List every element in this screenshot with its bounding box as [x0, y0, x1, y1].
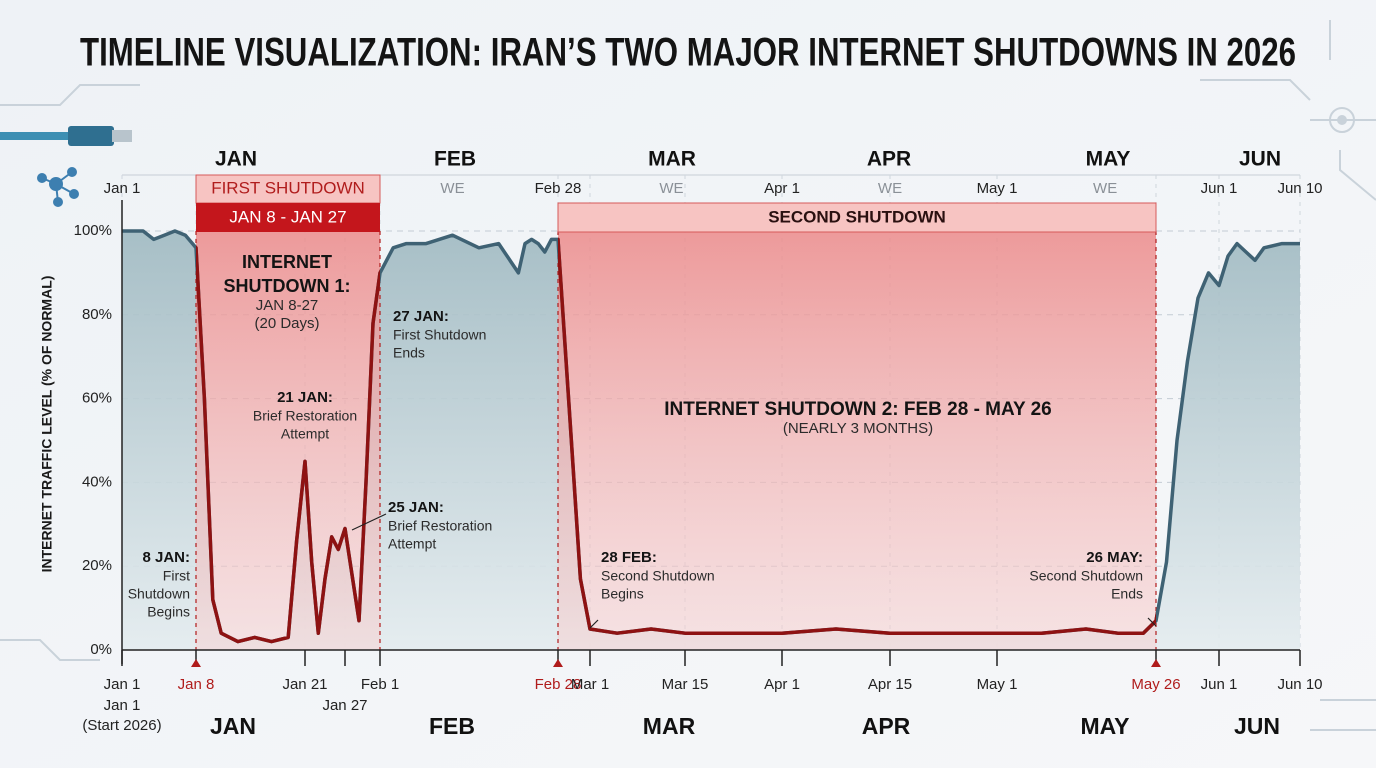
annotation-title: 21 JAN: [277, 389, 333, 406]
annotation-title: INTERNET [242, 252, 332, 272]
y-tick-label: 20% [82, 557, 112, 574]
month-label-top: JUN [1239, 148, 1281, 171]
shutdown-band [196, 231, 380, 650]
annotation-connector [1147, 617, 1157, 627]
annotation-text: Brief Restoration [388, 518, 492, 534]
month-label-bottom: JUN [1234, 713, 1280, 739]
annotation-text: Begins [147, 604, 190, 620]
annotation-title: 26 MAY: [1086, 549, 1143, 566]
band-title: FIRST SHUTDOWN [211, 178, 365, 197]
annotation-title: INTERNET SHUTDOWN 2: FEB 28 - MAY 26 [664, 399, 1051, 420]
annotation-text: JAN 8-27 [256, 297, 319, 314]
tick-marker [1151, 659, 1161, 667]
x-tick-label: Jan 21 [282, 676, 327, 693]
annotation-title: 8 JAN: [142, 549, 190, 566]
annotation-text: Begins [601, 586, 644, 602]
top-tick-label: Feb 28 [535, 180, 582, 197]
annotation-title: SHUTDOWN 1: [224, 276, 351, 296]
month-label-bottom: MAY [1081, 713, 1130, 739]
annotation-text: Second Shutdown [601, 568, 715, 584]
annotation-text: Ends [1111, 586, 1143, 602]
x-tick-label: May 26 [1131, 676, 1180, 693]
top-tick-label: Jun 1 [1201, 180, 1238, 197]
top-tick-label: WE [659, 180, 683, 197]
band-dates: JAN 8 - JAN 27 [229, 207, 346, 226]
shutdown-band [558, 231, 1156, 650]
x-tick-label: Jan 1 [104, 676, 141, 693]
x-tick-label: May 1 [977, 676, 1018, 693]
month-label-top: MAY [1086, 148, 1131, 171]
x-tick-label: Jan 27 [322, 697, 367, 714]
y-tick-label: 0% [90, 641, 112, 658]
x-note: (Start 2026) [82, 717, 161, 734]
top-tick-label: Jan 1 [104, 180, 141, 197]
x-tick-label: Feb 1 [361, 676, 399, 693]
traffic-area [122, 231, 1300, 650]
annotation-text: First [163, 568, 190, 584]
annotation-title: 28 FEB: [601, 549, 657, 566]
circuit-decoration [0, 20, 1376, 731]
y-tick-label: 80% [82, 306, 112, 323]
band-dates-box [196, 203, 380, 232]
month-label-bottom: FEB [429, 713, 475, 739]
y-tick-label: 40% [82, 473, 112, 490]
x-tick-label: Apr 15 [868, 676, 912, 693]
annotation-connector [351, 513, 387, 531]
y-axis-title: INTERNET TRAFFIC LEVEL (% OF NORMAL) [39, 276, 55, 573]
annotation-connector [589, 619, 599, 629]
annotation-text: (NEARLY 3 MONTHS) [783, 420, 933, 437]
x-tick-label: Jun 1 [1201, 676, 1238, 693]
top-tick-label: May 1 [977, 180, 1018, 197]
y-tick-label: 60% [82, 390, 112, 407]
annotation-title: 27 JAN: [393, 308, 449, 325]
annotation-text: Ends [393, 345, 425, 361]
band-title: SECOND SHUTDOWN [768, 207, 946, 226]
y-tick-label: 100% [74, 222, 112, 239]
month-label-bottom: MAR [643, 713, 696, 739]
annotation-text: Attempt [388, 536, 436, 552]
band-header [557, 202, 1157, 233]
chart-title: TIMELINE VISUALIZATION: IRAN’S TWO MAJOR… [80, 31, 1296, 75]
annotation-text: Second Shutdown [1029, 568, 1143, 584]
x-tick-label: Mar 15 [662, 676, 709, 693]
month-label-bottom: APR [862, 713, 911, 739]
x-tick-label: Feb 28 [535, 676, 582, 693]
network-icon [37, 167, 79, 207]
month-label-top: MAR [648, 148, 696, 171]
x-note: Jan 1 [104, 697, 141, 714]
top-tick-label: WE [878, 180, 902, 197]
annotation-text: Attempt [281, 426, 329, 442]
annotation-text: (20 Days) [254, 315, 319, 332]
top-tick-label: WE [440, 180, 464, 197]
annotation-text: First Shutdown [393, 327, 486, 343]
cable-icon [0, 126, 132, 146]
annotation-text: Shutdown [128, 586, 190, 602]
top-tick-label: Apr 1 [764, 180, 800, 197]
tick-marker [553, 659, 563, 667]
top-tick-label: WE [1093, 180, 1117, 197]
top-tick-label: Jun 10 [1277, 180, 1322, 197]
x-tick-label: Jun 10 [1277, 676, 1322, 693]
month-label-top: APR [867, 148, 911, 171]
x-tick-label: Mar 1 [571, 676, 609, 693]
month-label-top: JAN [215, 148, 257, 171]
annotation-title: 25 JAN: [388, 499, 444, 516]
x-tick-label: Apr 1 [764, 676, 800, 693]
month-label-top: FEB [434, 148, 476, 171]
tick-marker [191, 659, 201, 667]
month-label-bottom: JAN [210, 713, 256, 739]
x-tick-label: Jan 8 [178, 676, 215, 693]
annotation-text: Brief Restoration [253, 408, 357, 424]
